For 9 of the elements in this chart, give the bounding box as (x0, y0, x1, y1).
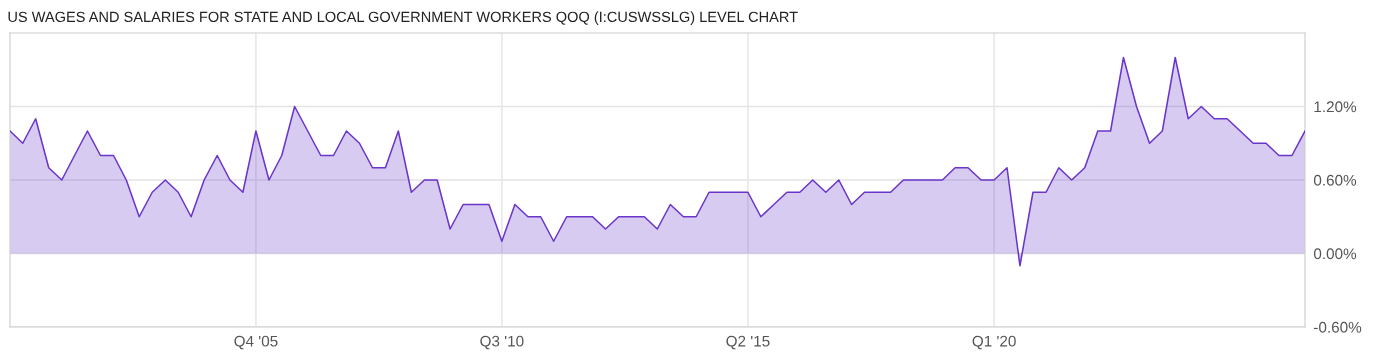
x-tick-label: Q2 '15 (726, 335, 770, 350)
y-tick-label: 1.20% (1314, 101, 1357, 113)
x-tick-label: Q1 '20 (972, 335, 1016, 350)
y-tick-label: 0.60% (1313, 174, 1357, 186)
chart-title: US WAGES AND SALARIES FOR STATE AND LOCAL GOVERNMENT WORKERS QOQ (I:CUSWSSLG) LEVEL CHART (8, 11, 798, 25)
y-tick-label: -0.60% (1314, 321, 1362, 333)
x-tick-label: Q4 '05 (234, 335, 278, 350)
y-tick-label: 0.00% (1313, 248, 1357, 260)
x-tick-label: Q3 '10 (480, 335, 524, 350)
